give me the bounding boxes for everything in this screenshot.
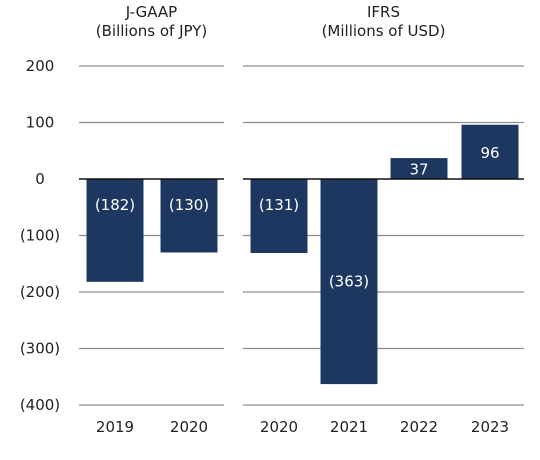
y-tick-label: (200)	[20, 283, 60, 301]
bar	[250, 179, 308, 254]
bar	[320, 179, 378, 385]
panel-title: IFRS	[367, 3, 400, 21]
bar	[461, 124, 519, 179]
panel-subtitle: (Billions of JPY)	[96, 22, 207, 40]
panel-title: J-GAAP	[125, 3, 177, 21]
x-tick-label: 2020	[260, 418, 298, 436]
data-label: (182)	[95, 196, 135, 214]
bar	[86, 179, 144, 282]
y-tick-label: (400)	[20, 396, 60, 414]
data-label: (131)	[259, 196, 299, 214]
data-label: 37	[409, 161, 428, 179]
panel-subtitle: (Millions of USD)	[322, 22, 446, 40]
y-tick-label: (100)	[20, 227, 60, 245]
x-tick-label: 2023	[471, 418, 509, 436]
y-tick-label: 200	[26, 57, 55, 75]
data-label: (130)	[169, 196, 209, 214]
bar	[390, 158, 448, 179]
bar	[160, 179, 218, 253]
x-tick-label: 2022	[400, 418, 438, 436]
x-tick-label: 2019	[96, 418, 134, 436]
y-tick-label: (300)	[20, 340, 60, 358]
data-label: 96	[480, 144, 499, 162]
x-tick-label: 2020	[170, 418, 208, 436]
y-tick-label: 0	[35, 170, 45, 188]
x-tick-label: 2021	[330, 418, 368, 436]
y-tick-label: 100	[26, 114, 55, 132]
data-label: (363)	[329, 273, 369, 291]
